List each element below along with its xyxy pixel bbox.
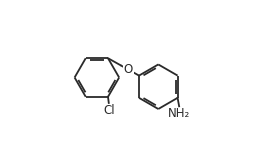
Text: Cl: Cl <box>103 104 115 117</box>
Text: NH₂: NH₂ <box>168 107 190 120</box>
Text: O: O <box>123 63 133 76</box>
